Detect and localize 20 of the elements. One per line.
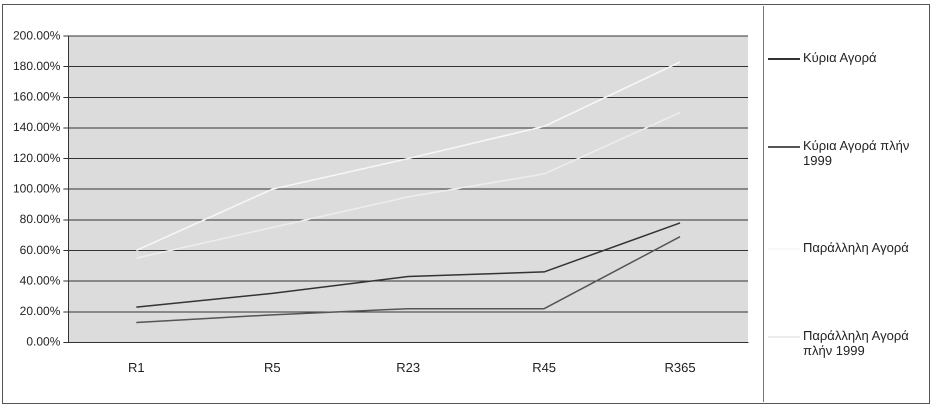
y-tick-label: 140.00% bbox=[13, 120, 61, 134]
legend-label: Κύρια Αγορά bbox=[803, 50, 877, 66]
y-tick-label: 0.00% bbox=[26, 334, 61, 349]
y-tick-label: 20.00% bbox=[20, 304, 61, 318]
y-tick-label: 160.00% bbox=[13, 90, 61, 104]
y-tick-label: 60.00% bbox=[20, 242, 61, 257]
y-tick-label: 120.00% bbox=[13, 150, 61, 165]
y-tick-label: 200.00% bbox=[13, 28, 61, 42]
x-tick-label: R5 bbox=[264, 360, 281, 375]
x-tick-label: R365 bbox=[664, 360, 696, 375]
legend-label: Παράλληλη Αγορά bbox=[803, 240, 909, 256]
legend-label: Κύρια Αγορά πλήν 1999 bbox=[803, 138, 910, 168]
y-tick-label: 80.00% bbox=[20, 212, 61, 226]
y-tick-label: 100.00% bbox=[13, 182, 61, 196]
y-tick-label: 180.00% bbox=[13, 58, 61, 73]
y-tick-label: 40.00% bbox=[20, 273, 61, 288]
x-tick-label: R45 bbox=[532, 360, 556, 375]
x-tick-label: R23 bbox=[396, 360, 420, 375]
x-tick-label: R1 bbox=[128, 360, 145, 375]
legend-label: Παράλληλη Αγορά πλήν 1999 bbox=[803, 328, 910, 358]
